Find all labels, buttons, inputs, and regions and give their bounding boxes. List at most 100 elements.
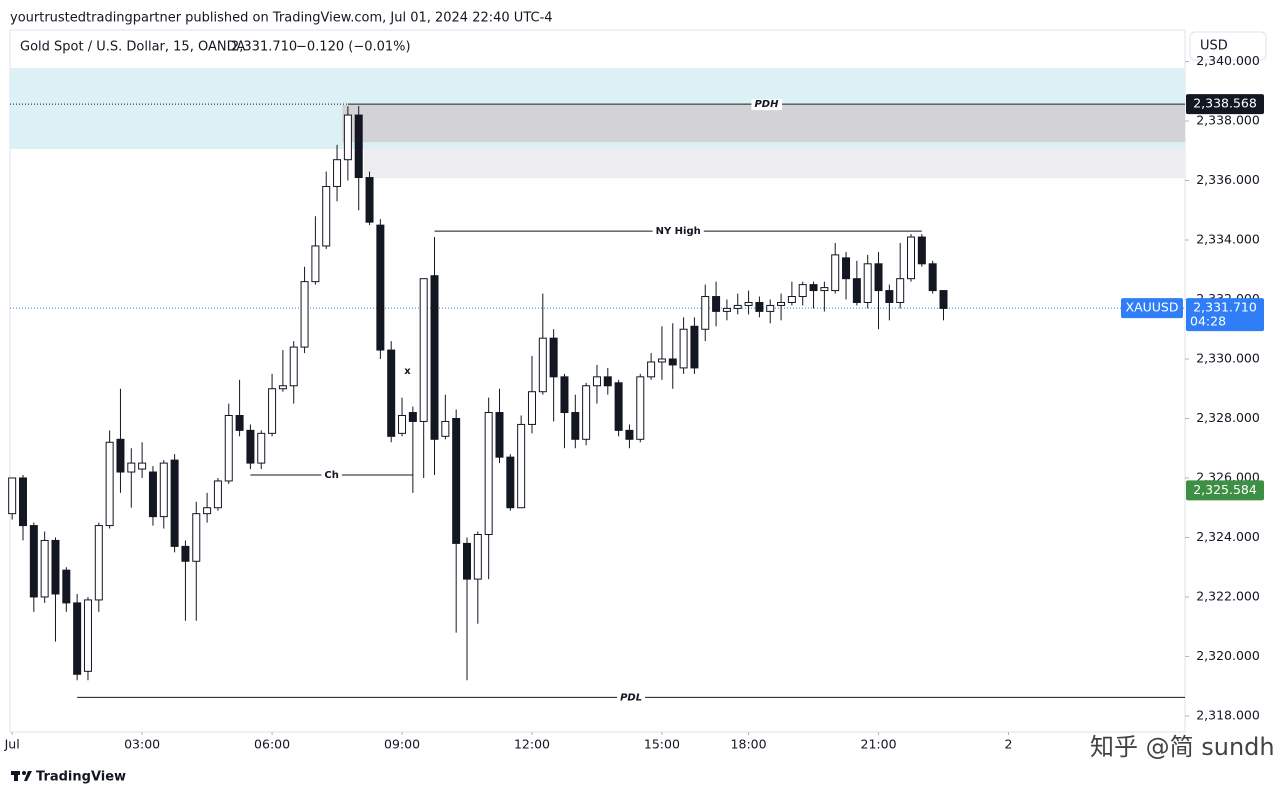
candle-body <box>722 307 731 312</box>
level-label-bg <box>617 692 646 704</box>
candle-body <box>40 539 49 598</box>
candle-body <box>203 507 212 515</box>
candle-body <box>18 477 27 527</box>
brand: TradingView <box>36 770 126 785</box>
currency[interactable]: USD <box>1200 39 1228 54</box>
candle-body <box>831 254 840 292</box>
y-tick-label: 2,324.000 <box>1196 529 1260 544</box>
candle-body <box>690 325 699 369</box>
candle-body <box>127 462 136 473</box>
candle-body <box>246 429 255 464</box>
candle-body <box>419 278 428 422</box>
candle-body <box>105 441 114 527</box>
last-price: 2,331.710 <box>231 40 297 55</box>
price-tag-label: 2,325.584 <box>1193 482 1257 497</box>
y-tick-label: 2,328.000 <box>1196 410 1260 425</box>
candle-body <box>29 525 38 598</box>
level-label: PDH <box>754 99 779 110</box>
candle-body <box>527 391 536 425</box>
y-tick-label: 2,320.000 <box>1196 648 1260 663</box>
candle-body <box>928 263 937 292</box>
candle-body <box>148 471 157 518</box>
plot: PDH NY High Ch PDL x <box>8 68 1186 704</box>
candle-body <box>473 533 482 580</box>
candle-body <box>820 287 829 292</box>
candle-body <box>614 382 623 431</box>
y-tick-label: 2,322.000 <box>1196 588 1260 603</box>
candle-body <box>159 462 168 518</box>
candle-body <box>809 284 818 292</box>
zone <box>342 104 1185 143</box>
y-tick-label: 2,334.000 <box>1196 232 1260 247</box>
price-change: −0.120 (−0.01%) <box>296 40 411 55</box>
mark-label: x <box>404 366 411 377</box>
candle-body <box>235 415 244 431</box>
level-label-bg <box>751 99 783 111</box>
candle-body <box>343 114 352 161</box>
candle-body <box>582 385 591 440</box>
candle-body <box>365 177 374 223</box>
x-tick-label: 18:00 <box>731 737 767 752</box>
currency-button[interactable] <box>1189 31 1267 61</box>
candle-body <box>560 376 569 414</box>
candle-body <box>311 245 320 283</box>
candle-body <box>712 296 721 312</box>
candle-body <box>777 301 786 306</box>
symbol-tag <box>1121 298 1183 319</box>
x-tick-label: 2 <box>1005 737 1013 752</box>
x-tick-label: Jul <box>4 737 20 752</box>
candle-body <box>73 602 82 675</box>
price-tag <box>1186 298 1264 332</box>
candle-body <box>94 525 103 601</box>
level-label-bg <box>321 469 342 481</box>
candle-body <box>506 456 515 509</box>
y-tick-label: 2,336.000 <box>1196 172 1260 187</box>
candle-body <box>333 159 342 187</box>
candle-body <box>733 304 742 309</box>
x-tick-label: 12:00 <box>514 737 550 752</box>
candle-body <box>138 462 147 470</box>
brand-logo <box>11 771 32 781</box>
level-label: NY High <box>656 226 701 237</box>
candle-body <box>636 376 645 440</box>
candle-body <box>592 376 601 387</box>
x-tick-label: 03:00 <box>124 737 160 752</box>
price-tag <box>1186 94 1264 115</box>
candle-body <box>408 412 417 422</box>
candle-body <box>62 569 71 604</box>
candle-body <box>766 304 775 312</box>
candle-body <box>701 296 710 330</box>
y-tick-label: 2,338.000 <box>1196 113 1260 128</box>
level-label: PDL <box>620 692 642 703</box>
candle-body <box>484 412 493 535</box>
candle-body <box>571 412 580 440</box>
candle-body <box>268 388 277 434</box>
candle-body <box>896 278 905 303</box>
y-tick-label: 2,340.000 <box>1196 53 1260 68</box>
x-tick-label: 21:00 <box>861 737 897 752</box>
candle-body <box>452 417 461 544</box>
x-tick-label: 15:00 <box>644 737 680 752</box>
y-tick-label: 2,318.000 <box>1196 707 1260 722</box>
countdown: 04:28 <box>1190 314 1226 329</box>
candle-body <box>8 477 17 515</box>
candle-body <box>278 385 287 390</box>
candle-body <box>755 301 764 312</box>
candle-body <box>354 114 363 179</box>
candle-body <box>170 459 179 547</box>
candle-body <box>322 185 331 247</box>
candle-body <box>495 412 504 458</box>
candle-body <box>744 301 753 306</box>
watermark: 知乎 @简 sundh <box>1090 733 1275 761</box>
candle-body <box>300 281 309 348</box>
candle-body <box>549 337 558 378</box>
candle-body <box>430 275 439 440</box>
candle-body <box>387 349 396 437</box>
candle-body <box>289 346 298 387</box>
candle-body <box>517 423 526 509</box>
candle-body <box>668 358 677 366</box>
level-label-bg <box>652 226 704 238</box>
candle-body <box>874 263 883 292</box>
price-tag <box>1186 480 1264 501</box>
